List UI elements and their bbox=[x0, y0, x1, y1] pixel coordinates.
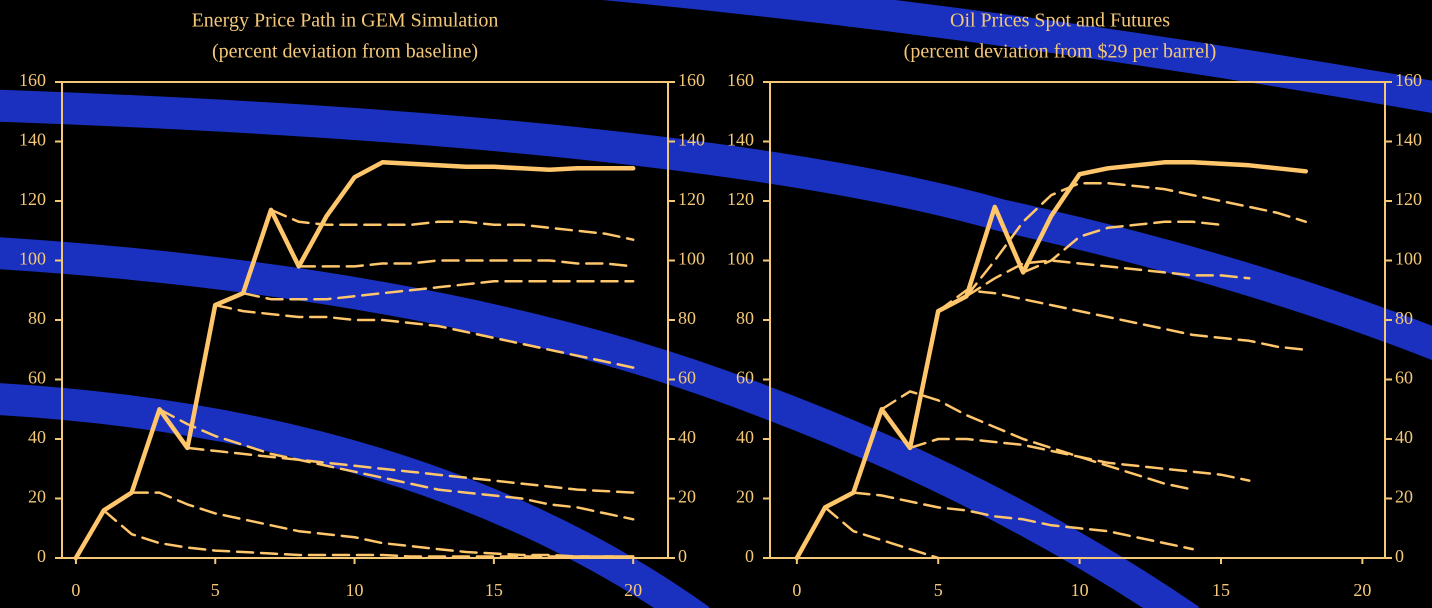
chart-subtitle: (percent deviation from baseline) bbox=[212, 41, 478, 63]
price-line bbox=[794, 160, 1309, 561]
chart-title: Energy Price Path in GEM Simulation bbox=[192, 10, 499, 32]
futures-line bbox=[852, 491, 1194, 551]
y-tick-label: 120 bbox=[19, 189, 46, 209]
y-tick-label: 40 bbox=[736, 427, 754, 447]
x-tick-label: 10 bbox=[346, 580, 364, 600]
y-tick-label: 80 bbox=[28, 308, 46, 328]
x-tick-label: 15 bbox=[1212, 580, 1230, 600]
y2-tick-label: 60 bbox=[678, 368, 696, 388]
y2-tick-label: 40 bbox=[1395, 427, 1413, 447]
y2-tick-label: 80 bbox=[678, 308, 696, 328]
y2-tick-label: 40 bbox=[678, 427, 696, 447]
y-tick-label: 0 bbox=[37, 546, 46, 566]
y2-tick-label: 100 bbox=[1395, 249, 1422, 269]
y-tick-label: 80 bbox=[736, 308, 754, 328]
y-tick-label: 140 bbox=[727, 130, 754, 150]
y-tick-label: 20 bbox=[28, 487, 46, 507]
futures-line bbox=[965, 181, 1308, 298]
y-tick-label: 40 bbox=[28, 427, 46, 447]
y-tick-label: 140 bbox=[19, 130, 46, 150]
x-tick-label: 5 bbox=[934, 580, 943, 600]
y2-tick-label: 120 bbox=[678, 189, 705, 209]
futures-line bbox=[880, 390, 1194, 491]
y2-tick-label: 20 bbox=[678, 487, 696, 507]
futures-line bbox=[102, 509, 635, 558]
futures-line bbox=[158, 408, 635, 521]
futures-line bbox=[1021, 220, 1223, 274]
x-tick-label: 20 bbox=[1353, 580, 1371, 600]
x-tick-label: 0 bbox=[71, 580, 80, 600]
y-tick-label: 60 bbox=[736, 368, 754, 388]
y2-tick-label: 160 bbox=[1395, 70, 1422, 90]
y2-tick-label: 140 bbox=[678, 130, 705, 150]
charts: Energy Price Path in GEM Simulation (perc… bbox=[19, 10, 1422, 601]
y-tick-label: 60 bbox=[28, 368, 46, 388]
y-tick-label: 100 bbox=[727, 249, 754, 269]
chart-title: Oil Prices Spot and Futures bbox=[950, 10, 1170, 32]
y2-tick-label: 80 bbox=[1395, 308, 1413, 328]
futures-line bbox=[908, 437, 1251, 482]
y2-tick-label: 160 bbox=[678, 70, 705, 90]
futures-line bbox=[936, 289, 1308, 352]
y-tick-label: 120 bbox=[727, 189, 754, 209]
price-line bbox=[73, 160, 636, 561]
y2-tick-label: 120 bbox=[1395, 189, 1422, 209]
y-tick-label: 0 bbox=[745, 546, 754, 566]
y-tick-label: 100 bbox=[19, 249, 46, 269]
y-tick-label: 160 bbox=[727, 70, 754, 90]
x-tick-label: 0 bbox=[792, 580, 801, 600]
futures-line bbox=[213, 303, 635, 369]
futures-line bbox=[823, 506, 940, 560]
futures-line bbox=[269, 208, 635, 241]
y2-tick-label: 60 bbox=[1395, 368, 1413, 388]
swoosh bbox=[602, 0, 1432, 114]
futures-line bbox=[130, 491, 635, 558]
y2-tick-label: 20 bbox=[1395, 487, 1413, 507]
y-tick-label: 160 bbox=[19, 70, 46, 90]
y2-tick-label: 140 bbox=[1395, 130, 1422, 150]
swoosh bbox=[0, 89, 1432, 361]
y2-tick-label: 0 bbox=[678, 546, 687, 566]
futures-line bbox=[186, 446, 635, 494]
y2-tick-label: 0 bbox=[1395, 546, 1404, 566]
futures-line bbox=[965, 259, 1251, 298]
y-tick-label: 20 bbox=[736, 487, 754, 507]
swoosh bbox=[0, 237, 1200, 608]
chart-subtitle: (percent deviation from $29 per barrel) bbox=[904, 41, 1217, 63]
x-tick-label: 20 bbox=[624, 580, 642, 600]
x-tick-label: 15 bbox=[485, 580, 503, 600]
swoosh bbox=[0, 383, 710, 608]
x-tick-label: 10 bbox=[1071, 580, 1089, 600]
futures-line bbox=[297, 259, 635, 268]
futures-line bbox=[241, 280, 635, 301]
x-tick-label: 5 bbox=[211, 580, 220, 600]
y2-tick-label: 100 bbox=[678, 249, 705, 269]
